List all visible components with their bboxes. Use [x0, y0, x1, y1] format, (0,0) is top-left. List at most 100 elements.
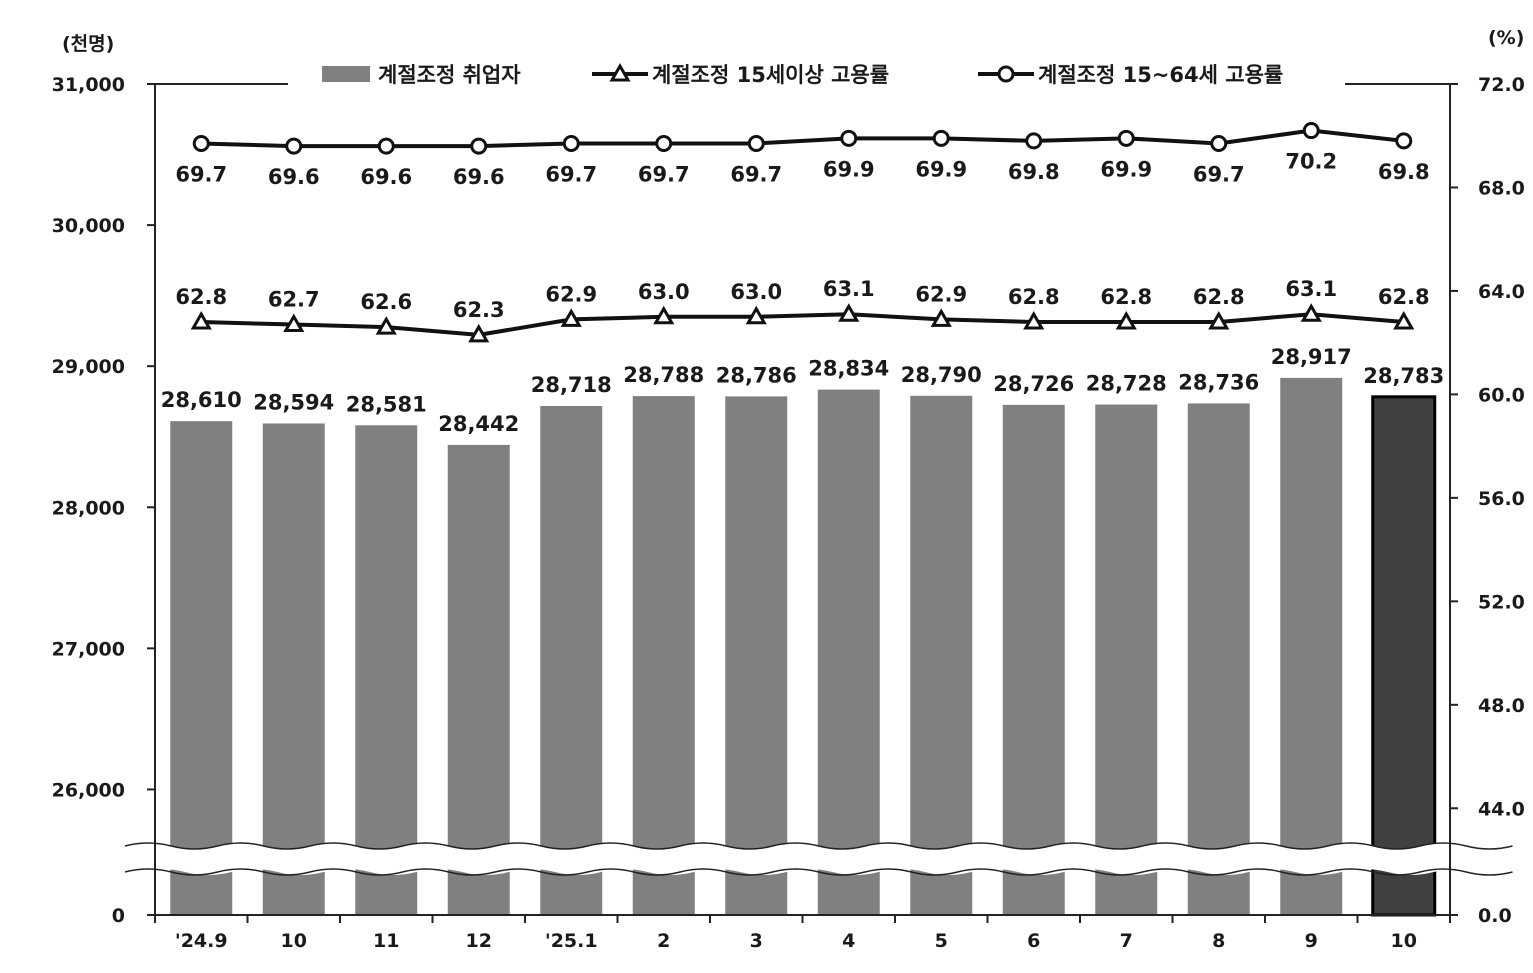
x-tick-label: 11	[373, 930, 399, 952]
triangle-marker	[745, 305, 767, 325]
line-value-label: 69.9	[915, 157, 967, 181]
line-value-label: 69.8	[1378, 160, 1430, 184]
line-value-label: 63.1	[823, 277, 875, 301]
bar	[632, 396, 695, 915]
triangle-marker	[190, 310, 212, 330]
x-tick-label: 10	[1391, 930, 1417, 952]
triangle-marker	[930, 308, 952, 327]
axis-break-line-top	[124, 842, 1513, 850]
bar	[170, 421, 233, 915]
line-value-label: 62.9	[545, 282, 597, 306]
bar	[1095, 404, 1158, 915]
x-tick-label: '24.9	[175, 930, 228, 952]
circle-marker	[747, 134, 765, 152]
line-value-label: 62.8	[1100, 285, 1152, 309]
line-value-label: 69.6	[268, 165, 320, 189]
axis-break-band	[92, 843, 1513, 875]
right-tick-label: 52.0	[1478, 591, 1525, 613]
bar	[262, 423, 325, 915]
triangle-marker	[1300, 303, 1322, 322]
bar	[1371, 395, 1437, 917]
line-value-label: 62.9	[915, 282, 967, 306]
triangle-marker	[1208, 310, 1230, 330]
x-tick-label: '25.1	[545, 930, 598, 952]
bar	[910, 395, 973, 915]
bar-value-label: 28,917	[1271, 345, 1352, 369]
left-tick-label: 30,000	[52, 215, 125, 237]
line-value-label: 69.9	[1100, 157, 1152, 181]
x-tick-label: 9	[1305, 930, 1318, 952]
triangle-marker	[653, 305, 675, 325]
bar-value-label: 28,581	[346, 392, 427, 416]
bar	[1187, 403, 1250, 915]
left-tick-label: 28,000	[52, 497, 125, 519]
bar-value-label: 28,594	[253, 390, 334, 414]
right-tick-label: 56.0	[1478, 488, 1525, 510]
x-tick-label: 6	[1027, 930, 1040, 952]
left-tick-label: 26,000	[52, 779, 125, 801]
line-value-label: 69.7	[175, 162, 227, 186]
line-value-label: 69.6	[360, 165, 412, 189]
circle-marker	[655, 134, 673, 152]
bar-value-label: 28,786	[716, 363, 797, 387]
x-tick-label: 10	[281, 930, 307, 952]
right-tick-label: 0.0	[1478, 905, 1512, 927]
left-tick-label: 27,000	[52, 638, 125, 660]
circle-marker	[1210, 134, 1228, 152]
right-tick-label: 48.0	[1478, 695, 1525, 717]
bar	[1002, 404, 1065, 915]
bar-value-label: 28,442	[438, 412, 519, 436]
circle-marker	[562, 134, 580, 152]
line-value-label: 62.8	[1378, 285, 1430, 309]
x-tick-label: 12	[466, 930, 492, 952]
triangle-marker	[283, 313, 305, 333]
right-tick-label: 44.0	[1478, 798, 1525, 820]
line-value-label: 69.7	[730, 162, 782, 186]
right-unit-label: (%)	[1488, 27, 1524, 49]
line-value-label: 69.9	[823, 157, 875, 181]
triangle-marker	[560, 308, 582, 327]
triangle-marker	[1115, 310, 1137, 330]
left-tick-label: 29,000	[52, 356, 125, 378]
triangle-marker	[1393, 310, 1415, 330]
circle-marker	[377, 137, 395, 155]
x-tick-label: 4	[842, 930, 855, 952]
triangle-marker	[375, 316, 397, 335]
circle-marker	[285, 137, 303, 155]
line-value-label: 69.7	[545, 162, 597, 186]
bar	[447, 444, 510, 915]
bar	[540, 405, 603, 915]
bar	[725, 396, 788, 916]
line-value-label: 62.8	[175, 285, 227, 309]
line-value-label: 69.8	[1008, 160, 1060, 184]
legend-bar-swatch	[322, 66, 370, 82]
x-tick-label: 7	[1120, 930, 1133, 952]
x-tick-label: 2	[657, 930, 670, 952]
left-tick-label: 0	[112, 905, 125, 927]
bar	[817, 389, 880, 915]
bar-value-label: 28,610	[161, 388, 242, 412]
line-value-label: 69.7	[1193, 162, 1245, 186]
bar-value-label: 28,783	[1363, 364, 1444, 388]
bar	[355, 425, 418, 915]
circle-marker	[840, 129, 858, 147]
x-tick-label: 8	[1212, 930, 1225, 952]
right-tick-label: 68.0	[1478, 177, 1525, 199]
x-tick-label: 3	[750, 930, 763, 952]
line-value-label: 63.0	[730, 280, 782, 304]
legend-label-15-64: 계절조정 15~64세 고용률	[1038, 63, 1283, 87]
line-value-label: 62.8	[1008, 285, 1060, 309]
left-unit-label: (천명)	[62, 33, 114, 55]
line-value-label: 62.6	[360, 290, 412, 314]
line-value-label: 63.0	[638, 280, 690, 304]
bar	[1280, 377, 1343, 916]
legend-label-15plus: 계절조정 15세이상 고용률	[652, 63, 889, 87]
circle-marker	[1117, 129, 1135, 147]
circle-marker	[1395, 132, 1413, 150]
triangle-marker	[468, 323, 490, 343]
right-tick-label: 60.0	[1478, 384, 1525, 406]
x-tick-label: 5	[935, 930, 948, 952]
bar-value-label: 28,788	[623, 363, 704, 387]
right-tick-label: 64.0	[1478, 281, 1525, 303]
